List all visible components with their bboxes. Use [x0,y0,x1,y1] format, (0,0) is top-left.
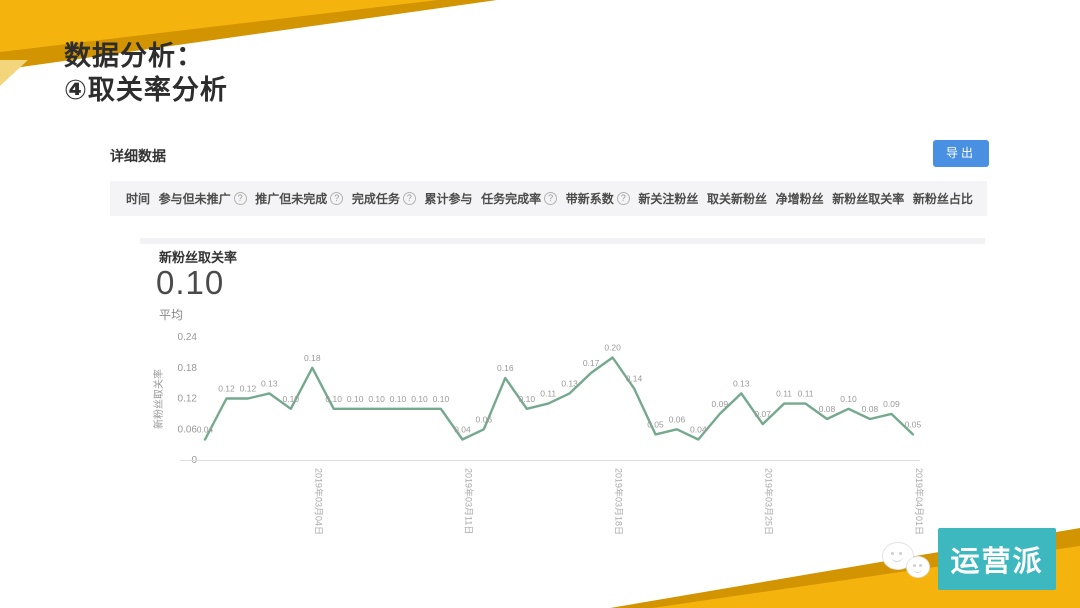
help-icon[interactable]: ? [330,192,344,205]
point-label: 0.07 [754,409,771,419]
point-label: 0.04 [197,425,214,435]
column-header-2: 推广但未完成? [255,190,344,207]
point-label: 0.11 [776,389,792,399]
y-tick-label: 0.18 [178,363,198,374]
point-label: 0.10 [390,394,407,404]
slide-title-line1: 数据分析： [64,41,204,71]
point-label: 0.09 [712,399,729,409]
column-header-1: 参与但未推广? [159,190,247,207]
column-header-6: 带新系数? [566,190,630,207]
point-label: 0.11 [798,389,814,399]
x-tick-label: 2019年03月04日 [313,468,324,535]
y-tick-label: 0.06 [178,424,198,435]
point-label: 0.10 [347,394,364,404]
point-label: 0.10 [519,394,536,404]
column-header-10: 新粉丝取关率 [832,192,905,206]
point-label: 0.16 [497,363,514,373]
section-title: 详细数据 [110,148,166,164]
point-label: 0.09 [883,399,900,409]
unfollow-rate-series [203,356,915,441]
x-tick-label: 2019年03月11日 [463,468,474,534]
export-button[interactable]: 导出 [933,140,989,167]
help-icon[interactable]: ? [233,192,247,205]
column-header-5: 任务完成率? [481,190,558,207]
point-label: 0.10 [283,394,300,404]
point-label: 0.05 [905,419,922,429]
help-icon[interactable]: ? [544,192,558,205]
point-label: 0.11 [540,389,556,399]
point-label: 0.13 [733,378,750,388]
column-header-4: 累计参与 [424,192,473,206]
point-label: 0.10 [368,394,385,404]
point-label: 0.08 [819,404,836,414]
point-label: 0.04 [690,425,707,435]
point-label: 0.14 [626,373,643,383]
point-label: 0.10 [411,394,428,404]
point-label: 0.13 [261,378,278,388]
point-label: 0.08 [862,404,879,414]
point-label: 0.12 [218,384,235,394]
slide-title: 数据分析： ④取关率分析 [64,40,228,108]
slide-title-line2: ④取关率分析 [64,74,228,105]
column-header-9: 净增粉丝 [775,192,824,206]
wechat-icon-small [906,556,930,578]
point-label: 0.06 [669,414,686,424]
table-header-row: 时间 参与但未推广? 推广但未完成? 完成任务? 累计参与 任务完成率? 带新系数? 新关注粉… [110,181,987,216]
chart-title: 新粉丝取关率 [159,250,238,265]
point-label: 0.10 [840,394,857,404]
column-header-8: 取关新粉丝 [707,192,768,206]
point-label: 0.04 [454,425,471,435]
x-tick-label: 2019年04月01日 [914,468,925,535]
point-label: 0.20 [604,343,621,353]
column-header-3: 完成任务? [352,190,416,207]
point-label: 0.10 [325,394,342,404]
x-tick-label: 2019年03月18日 [614,468,625,535]
point-label: 0.05 [647,419,664,429]
help-icon[interactable]: ? [402,192,416,205]
point-label: 0.10 [433,394,450,404]
point-label: 0.13 [561,378,578,388]
brand-logo: 运营派 [938,528,1056,590]
help-icon[interactable]: ? [616,192,630,205]
column-header-11: 新粉丝占比 [912,192,973,206]
y-tick-label: 0.24 [178,332,198,343]
y-axis-label: 新粉丝取关率 [152,369,165,429]
y-tick-label: 0.12 [178,394,198,405]
point-label: 0.18 [304,353,321,363]
column-header-0: 时间 [126,192,151,206]
table-empty-row [140,238,985,244]
point-label: 0.12 [240,384,257,394]
point-label: 0.17 [583,358,600,368]
chart-average-value: 0.10 [156,264,225,301]
top-left-ribbon-fold [0,60,28,86]
point-label: 0.06 [476,414,493,424]
column-header-7: 新关注粉丝 [638,192,699,206]
x-tick-label: 2019年03月25日 [764,468,775,535]
chart-average-label: 平均 [159,308,184,322]
